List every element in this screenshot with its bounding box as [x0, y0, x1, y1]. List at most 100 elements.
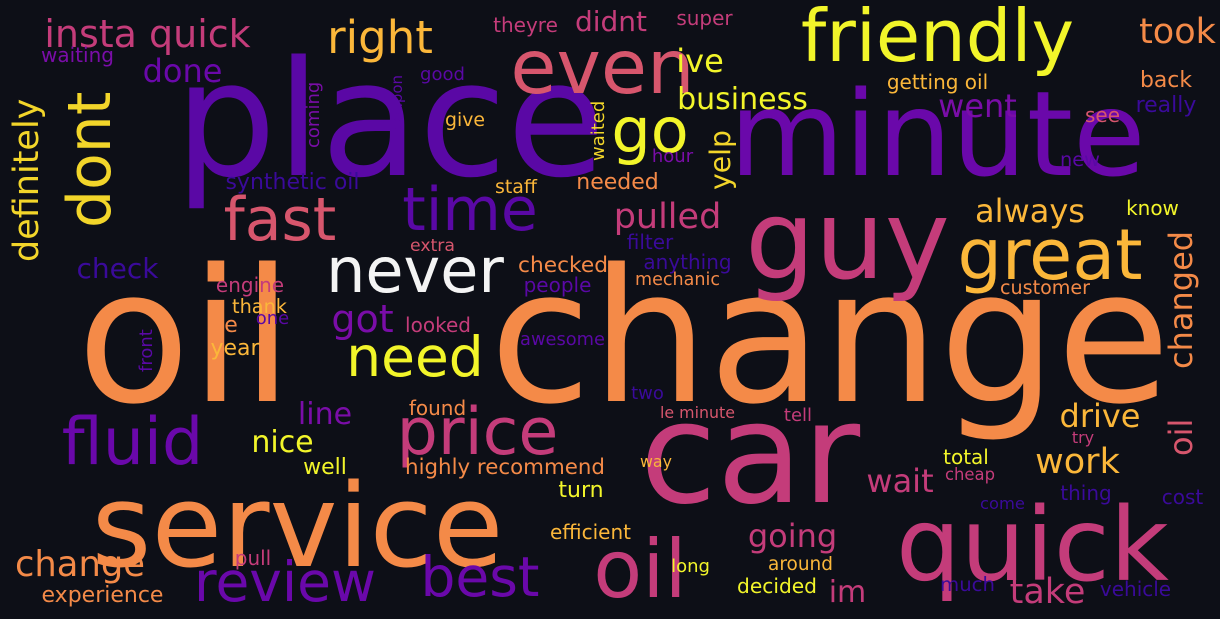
cloud-word: wait	[866, 462, 934, 500]
cloud-word: oil	[77, 229, 293, 445]
cloud-word: synthetic oil	[225, 170, 360, 195]
cloud-word: yelp	[703, 130, 737, 190]
cloud-word: guy	[745, 176, 950, 304]
cloud-word: check	[76, 252, 159, 285]
cloud-word: good	[420, 63, 465, 85]
cloud-word: filter	[626, 230, 674, 254]
cloud-word: mechanic	[635, 270, 720, 291]
cloud-word: cheap	[945, 464, 995, 484]
cloud-word: business	[677, 82, 808, 117]
cloud-word: le	[218, 313, 238, 338]
cloud-word: tell	[783, 405, 813, 426]
cloud-word: go	[611, 94, 689, 167]
cloud-word: getting oil	[886, 70, 989, 94]
cloud-word: oil	[593, 523, 687, 616]
cloud-word: ive	[676, 42, 724, 80]
cloud-word: going	[747, 517, 838, 555]
cloud-word: pull	[234, 546, 272, 570]
cloud-word: around	[768, 553, 833, 575]
cloud-word: engine	[215, 273, 285, 297]
cloud-word: coming	[303, 81, 324, 149]
cloud-word: time	[402, 175, 538, 245]
cloud-word: new	[1060, 148, 1100, 172]
cloud-word: best	[420, 545, 540, 609]
cloud-word: year	[210, 336, 260, 361]
cloud-word: total	[943, 445, 989, 469]
cloud-word: really	[1135, 93, 1197, 118]
cloud-word: turn	[558, 478, 604, 503]
cloud-word: decided	[737, 573, 817, 598]
cloud-word: place	[174, 26, 606, 213]
cloud-word: right	[327, 11, 433, 64]
cloud-word: way	[640, 452, 672, 472]
cloud-word: two	[631, 383, 664, 404]
cloud-word: always	[975, 192, 1085, 230]
cloud-word: didnt	[574, 5, 648, 38]
cloud-word: change	[15, 544, 145, 586]
cloud-word: front	[136, 329, 157, 373]
cloud-word: needed	[576, 170, 659, 195]
cloud-word: quick	[896, 486, 1169, 605]
cloud-word: one	[255, 308, 290, 329]
cloud-word: know	[1126, 196, 1179, 220]
cloud-word: even	[510, 23, 695, 111]
cloud-word: nice	[251, 425, 314, 460]
cloud-word: extra	[410, 236, 455, 257]
cloud-word: friendly	[800, 0, 1075, 78]
cloud-word: thing	[1060, 481, 1112, 505]
cloud-word: pulled	[613, 197, 722, 237]
cloud-word: great	[957, 214, 1143, 296]
cloud-word: try	[1071, 428, 1095, 447]
cloud-word: see	[1085, 103, 1120, 127]
cloud-word: line	[297, 397, 353, 432]
cloud-word: done	[142, 52, 223, 90]
cloud-word: waited	[588, 100, 609, 162]
cloud-word: thank	[232, 295, 287, 319]
cloud-word: cost	[1161, 485, 1204, 509]
cloud-word: dont	[55, 91, 125, 229]
cloud-word: insta quick	[44, 12, 251, 56]
cloud-word: take	[1009, 572, 1086, 612]
cloud-word: never	[326, 234, 504, 307]
cloud-word: back	[1140, 68, 1192, 94]
cloud-word: le minute	[660, 403, 735, 423]
cloud-word: looked	[405, 313, 471, 337]
cloud-word: oil	[1162, 418, 1200, 457]
cloud-word: review	[194, 550, 376, 614]
cloud-word: found	[408, 396, 467, 420]
cloud-word: experience	[41, 583, 164, 608]
cloud-word: super	[676, 6, 733, 30]
cloud-word: change	[489, 229, 1171, 445]
cloud-word: minute	[729, 65, 1146, 203]
cloud-word: checked	[518, 253, 608, 279]
cloud-word: hour	[651, 146, 694, 167]
cloud-word: went	[938, 87, 1017, 125]
cloud-word: work	[1035, 442, 1120, 482]
cloud-word: car	[639, 373, 861, 536]
cloud-word: much	[940, 573, 995, 597]
cloud-word: waiting	[41, 43, 114, 67]
cloud-word: long	[671, 556, 710, 577]
cloud-word: price	[396, 395, 559, 470]
cloud-word: im	[828, 575, 867, 610]
cloud-word: vehicle	[1099, 577, 1172, 601]
cloud-word: theyre	[493, 13, 558, 37]
cloud-word: highly recommend	[405, 455, 605, 481]
cloud-word: got	[331, 297, 394, 341]
cloud-word: people	[523, 273, 592, 297]
cloud-word: anything	[643, 250, 732, 274]
cloud-word: customer	[1000, 276, 1090, 300]
cloud-word: took	[1139, 12, 1216, 52]
cloud-word: give	[445, 108, 485, 131]
cloud-word: come	[980, 493, 1025, 513]
cloud-word: well	[303, 455, 347, 480]
cloud-word: need	[346, 325, 484, 389]
cloud-word: coupon	[387, 75, 406, 130]
cloud-word: changed	[1162, 230, 1200, 370]
cloud-word: fast	[223, 185, 337, 255]
cloud-word: fluid	[61, 405, 204, 480]
cloud-word: definitely	[7, 98, 47, 262]
cloud-word: service	[91, 460, 504, 594]
cloud-word: awesome	[520, 329, 605, 351]
